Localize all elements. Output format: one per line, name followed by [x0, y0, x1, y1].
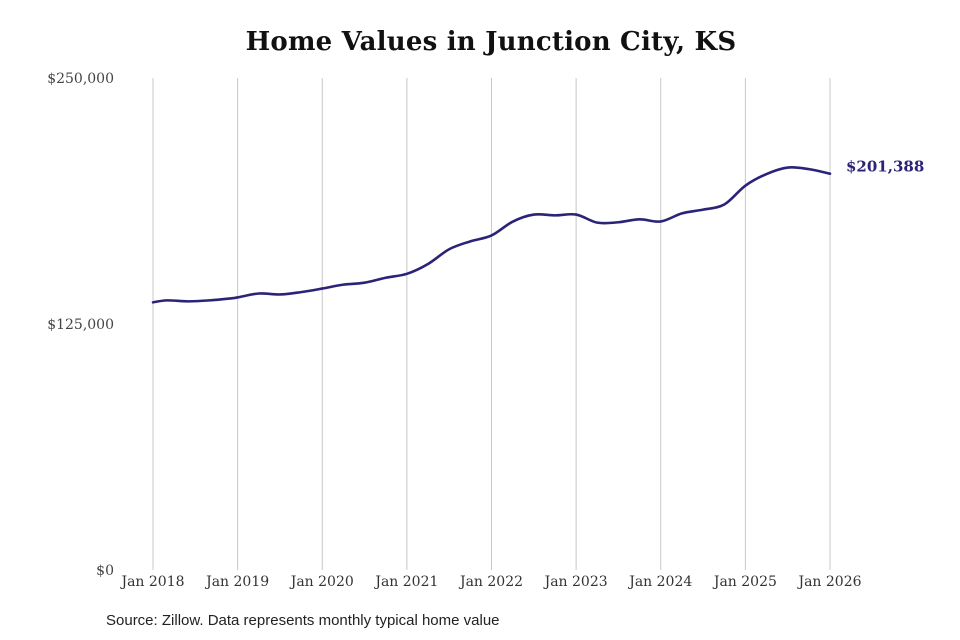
- x-tick-jan-2019: Jan 2019: [204, 574, 269, 590]
- source-note: Source: Zillow. Data represents monthly …: [106, 612, 500, 629]
- y-tick-250000: $250,000: [47, 71, 114, 87]
- latest-value-label: $201,388: [846, 158, 924, 176]
- y-tick-125000: $125,000: [47, 317, 114, 333]
- x-tick-jan-2024: Jan 2024: [627, 574, 692, 590]
- x-tick-jan-2018: Jan 2018: [119, 574, 184, 590]
- x-tick-jan-2023: Jan 2023: [543, 574, 608, 590]
- x-tick-jan-2025: Jan 2025: [712, 574, 777, 590]
- x-tick-jan-2020: Jan 2020: [289, 574, 354, 590]
- y-tick-0: $0: [96, 563, 114, 579]
- x-axis-tick-labels: Jan 2018 Jan 2019 Jan 2020 Jan 2021 Jan 2022…: [119, 574, 861, 590]
- x-tick-jan-2021: Jan 2021: [373, 574, 438, 590]
- y-axis-tick-labels: $0 $125,000 $250,000: [47, 71, 114, 579]
- x-tick-jan-2022: Jan 2022: [458, 574, 523, 590]
- vertical-gridlines: [152, 78, 831, 570]
- chart-title: Home Values in Junction City, KS: [245, 27, 737, 57]
- home-value-line: [151, 165, 832, 304]
- x-tick-jan-2026: Jan 2026: [796, 574, 861, 590]
